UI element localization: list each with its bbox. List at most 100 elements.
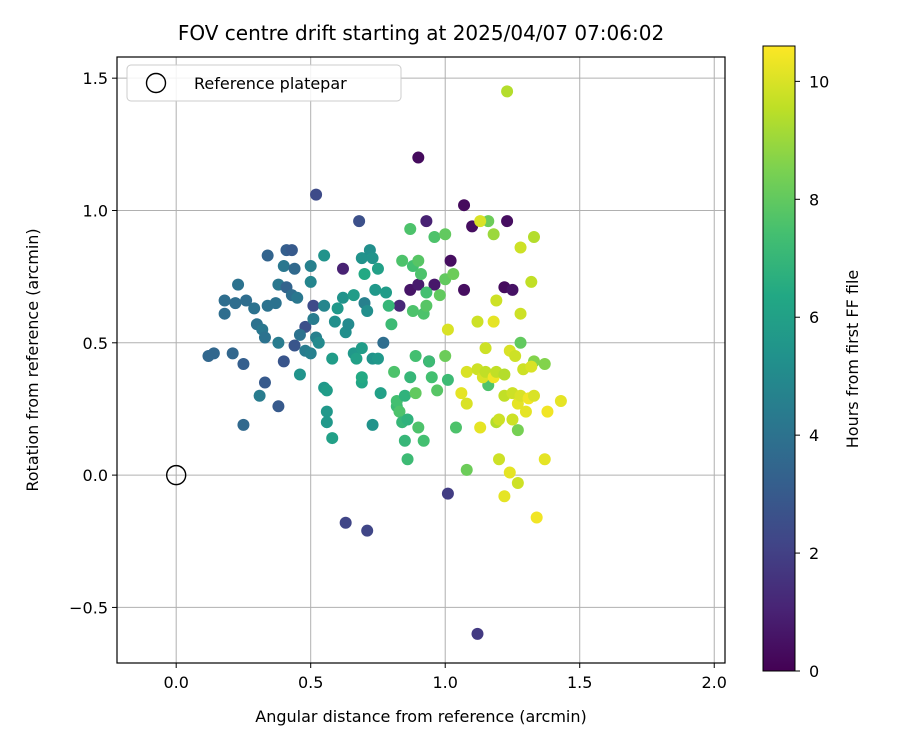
data-point (336, 262, 349, 275)
data-point (207, 347, 220, 360)
data-point (380, 286, 393, 299)
data-point (304, 275, 317, 288)
data-point (493, 413, 506, 426)
data-point (237, 357, 250, 370)
data-point (339, 516, 352, 529)
data-point (439, 228, 452, 241)
data-point (509, 350, 522, 363)
data-point (490, 294, 503, 307)
data-point (269, 297, 282, 310)
data-point (331, 302, 344, 315)
x-tick-label: 1.0 (432, 673, 457, 692)
data-point (218, 294, 231, 307)
data-point (350, 352, 363, 365)
data-point (355, 371, 368, 384)
data-point (398, 434, 411, 447)
data-point (441, 323, 454, 336)
data-point (396, 254, 409, 267)
data-point (355, 342, 368, 355)
data-point (501, 215, 514, 228)
data-point (423, 355, 436, 368)
data-point (428, 230, 441, 243)
data-point (277, 260, 290, 273)
data-point (554, 395, 567, 408)
y-tick-label: 1.5 (83, 69, 108, 88)
legend-label: Reference platepar (194, 74, 347, 93)
data-point (293, 368, 306, 381)
data-point (366, 418, 379, 431)
data-point (326, 432, 339, 445)
data-point (307, 312, 320, 325)
data-point (412, 421, 425, 434)
data-point (318, 299, 331, 312)
data-point (511, 424, 524, 437)
data-point (258, 376, 271, 389)
data-point (506, 413, 519, 426)
data-point (261, 249, 274, 262)
data-point (347, 289, 360, 302)
x-tick-label: 2.0 (702, 673, 727, 692)
data-point (371, 262, 384, 275)
data-point (226, 347, 239, 360)
data-point (471, 627, 484, 640)
data-point (393, 299, 406, 312)
data-point (460, 365, 473, 378)
data-point (420, 299, 433, 312)
data-point (304, 260, 317, 273)
data-point (355, 252, 368, 265)
data-point (377, 336, 390, 349)
data-point (406, 305, 419, 318)
data-point (293, 328, 306, 341)
data-point (248, 302, 261, 315)
data-point (449, 421, 462, 434)
data-point (272, 336, 285, 349)
data-point (474, 215, 487, 228)
data-point (441, 487, 454, 500)
data-point (304, 347, 317, 360)
data-point (420, 215, 433, 228)
data-point (258, 331, 271, 344)
data-point (320, 384, 333, 397)
data-point (503, 466, 516, 479)
data-point (401, 453, 414, 466)
colorbar-tick-label: 8 (809, 190, 819, 209)
data-point (498, 368, 511, 381)
reference-point (165, 464, 187, 486)
data-point (471, 315, 484, 328)
data-point (447, 267, 460, 280)
data-point (328, 315, 341, 328)
data-point (425, 371, 438, 384)
data-point (361, 305, 374, 318)
data-point (285, 244, 298, 257)
data-point (460, 463, 473, 476)
data-point (404, 223, 417, 236)
data-point (538, 453, 551, 466)
data-point (493, 453, 506, 466)
data-point (288, 262, 301, 275)
data-point (371, 352, 384, 365)
colorbar-tick-label: 2 (809, 544, 819, 563)
data-point (514, 336, 527, 349)
data-point (388, 365, 401, 378)
data-point (439, 350, 452, 363)
data-point (458, 283, 471, 296)
data-point (342, 318, 355, 331)
data-point (291, 291, 304, 304)
data-point (420, 286, 433, 299)
data-point (312, 336, 325, 349)
data-point (310, 188, 323, 201)
data-point (361, 524, 374, 537)
data-point (519, 405, 532, 418)
data-point (320, 405, 333, 418)
x-tick-label: 0.0 (163, 673, 188, 692)
plot-frame (116, 56, 726, 664)
data-point (444, 254, 457, 267)
x-axis-ticks: 0.0 0.5 1.0 1.5 2.0 (163, 663, 727, 692)
data-point (412, 151, 425, 164)
data-point (487, 315, 500, 328)
legend-box (126, 64, 402, 102)
data-point (441, 373, 454, 386)
data-point (514, 307, 527, 320)
colorbar-ticks: 0 2 4 6 8 10 (795, 72, 829, 681)
